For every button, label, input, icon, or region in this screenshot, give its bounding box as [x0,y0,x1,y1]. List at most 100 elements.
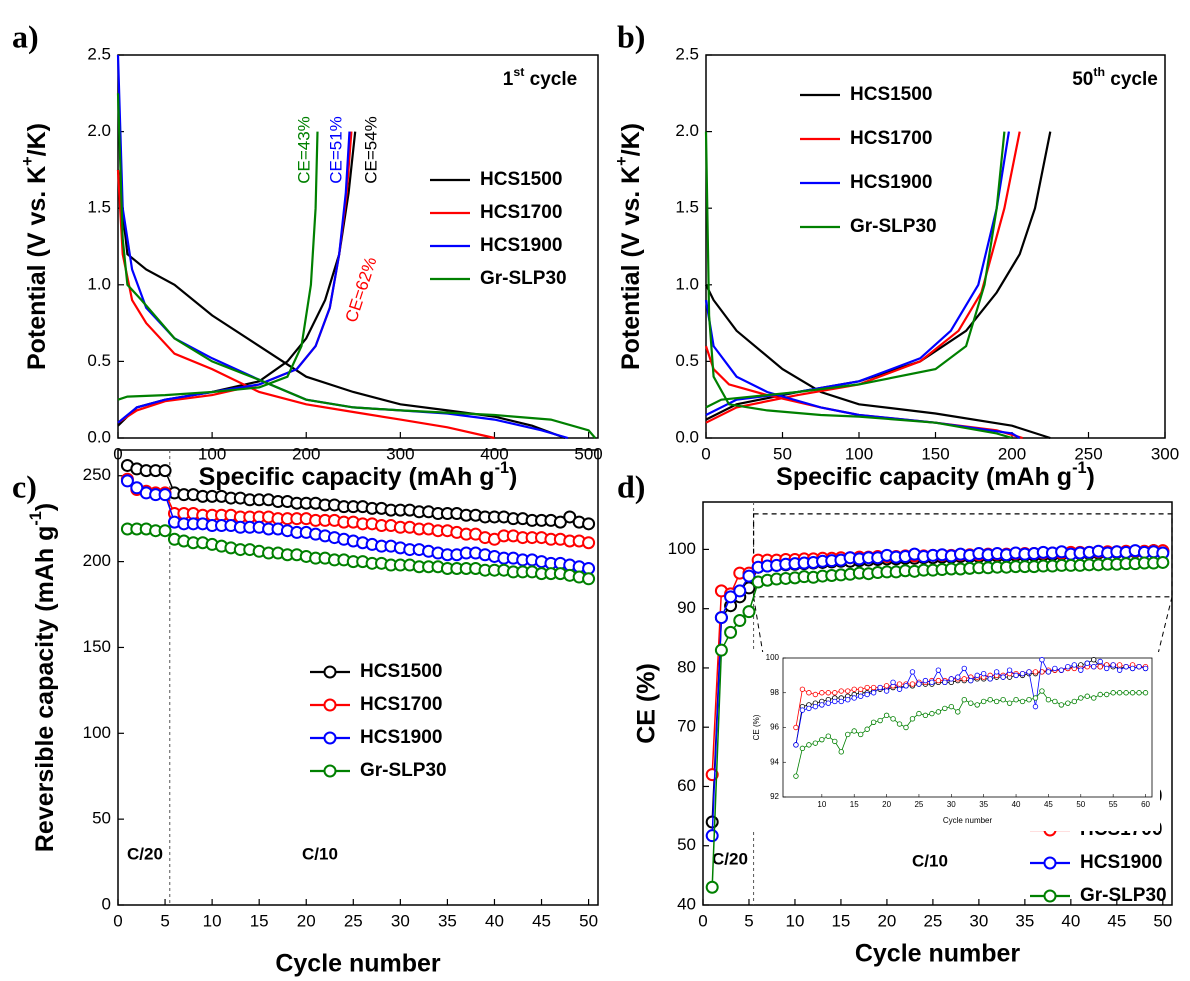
y-tick-label: 2.0 [675,121,699,140]
data-point [883,688,890,694]
x-tick-label: 35 [438,911,457,930]
data-point [935,677,942,684]
data-point [896,721,903,727]
x-tick-label: 5 [160,911,169,930]
x-tick-label: 35 [979,800,988,809]
y-axis-label-part: -1 [27,511,45,525]
x-tick-label: 15 [850,800,859,809]
legend-label: HCS1500 [850,84,932,105]
data-point [877,684,883,691]
annotation: C/20 [712,849,748,868]
x-axis-label: Specific capacity (mAh g-1) [199,459,518,490]
data-point [877,717,883,724]
data-point [1110,662,1116,668]
data-point [742,569,756,583]
y-tick-label: 0.5 [87,351,111,370]
x-tick-label: 15 [250,911,269,930]
data-point [1097,691,1103,698]
legend-label: HCS1900 [360,727,442,748]
data-point [890,679,896,686]
data-point [819,736,825,743]
legend-label: Gr-SLP30 [850,216,937,237]
x-tick-label: 400 [480,444,508,463]
data-point [929,679,935,686]
data-point [890,716,896,722]
x-tick-label: 50 [1153,911,1172,930]
data-point [870,684,877,691]
y-tick-label: 80 [677,657,696,676]
y-tick-label: 50 [677,835,696,854]
x-tick-label: 50 [1076,800,1085,809]
data-point [1097,658,1103,665]
data-point [806,705,812,712]
data-point [825,690,832,696]
legend-label: HCS1900 [480,235,562,256]
data-point [1058,667,1065,673]
cycle-label-part: cycle [524,69,577,90]
data-point [1065,700,1071,706]
legend-marker [1043,856,1057,870]
data-point [1000,697,1006,703]
x-tick-label: 45 [1107,911,1126,930]
data-point [1097,663,1103,670]
data-point [922,677,929,684]
x-tick-label: 55 [1109,800,1118,809]
cycle-label-part: st [513,65,524,79]
x-axis-label: Cycle number [275,950,441,978]
y-tick-label: 0.5 [675,351,699,370]
data-point [955,709,961,715]
data-point [1078,695,1084,701]
data-point [1065,663,1071,670]
data-point [838,698,844,705]
y-tick-label: 2.5 [87,44,111,63]
y-axis-label: CE (%) [633,663,661,744]
x-tick-label: 50 [579,911,598,930]
panel-label: a) [12,18,39,54]
y-axis-label-part: Reversible capacity (mAh g [31,526,59,853]
data-point [838,749,844,755]
x-tick-label: 500 [574,444,602,463]
data-point [120,474,134,488]
x-tick-label: 40 [1061,911,1080,930]
data-point [793,742,799,748]
y-tick-label: 2.0 [87,121,111,140]
panel-label: d) [617,468,645,504]
data-point [1039,688,1045,694]
annotation: C/10 [912,851,948,870]
data-point [1084,693,1090,699]
data-point [948,676,955,682]
annotation: C/10 [302,844,338,863]
data-point [1123,690,1129,696]
data-point [857,731,864,738]
plot-frame [117,54,599,439]
legend-label: HCS1500 [360,661,442,682]
data-point [1103,665,1110,672]
x-tick-label: 25 [914,800,923,809]
data-point [582,536,596,550]
data-point [942,705,948,712]
data-point [825,733,832,739]
data-point [987,697,993,703]
legend-label: Gr-SLP30 [360,760,447,781]
data-point [806,690,812,696]
data-point [903,683,909,689]
data-point [974,702,980,708]
data-point [974,672,980,679]
legend-label: Gr-SLP30 [480,268,567,289]
data-point [935,667,942,673]
data-point [819,690,825,696]
data-point [1019,670,1026,677]
x-tick-label: 20 [882,800,891,809]
x-axis-label: Specific capacity (mAh g-1) [776,459,1095,490]
data-point [980,670,987,677]
cycle-label-part: th [1093,65,1105,79]
legend-label: HCS1700 [480,202,562,223]
x-tick-label: 50 [773,444,792,463]
x-tick-label: 40 [485,911,504,930]
data-point [1103,691,1110,698]
data-point [582,572,596,586]
x-axis-label-part: Specific capacity (mAh g [199,463,495,491]
data-point [799,686,806,692]
data-point [1136,690,1142,696]
data-point [1026,669,1032,675]
